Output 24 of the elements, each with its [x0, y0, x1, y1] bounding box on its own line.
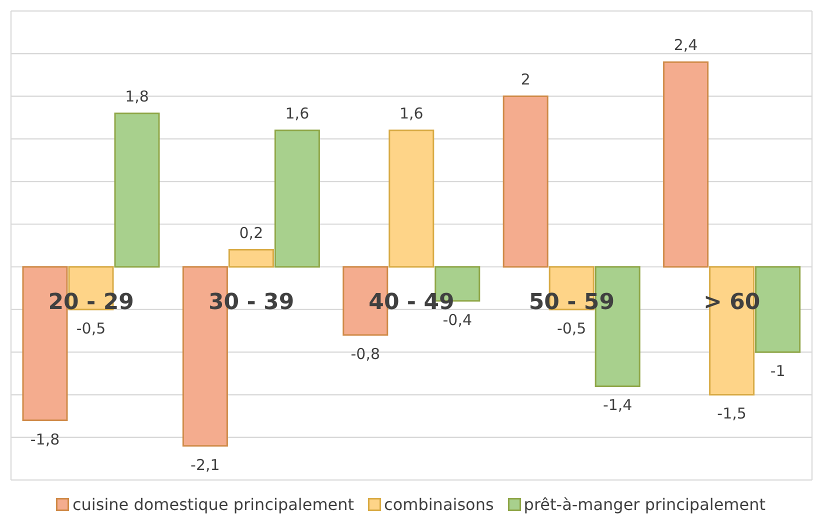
bar [388, 130, 434, 268]
data-label: -2,1 [190, 456, 220, 474]
bar [228, 249, 274, 268]
data-label: -0,8 [350, 345, 380, 364]
data-label: -0,5 [76, 319, 106, 338]
bar [663, 61, 709, 268]
data-label: -0,4 [442, 310, 472, 329]
data-label: 1,8 [125, 87, 149, 106]
bar [502, 96, 548, 268]
bar [274, 130, 320, 268]
legend-label: combinaisons [384, 495, 494, 514]
legend-label: prêt-à-manger principalement [524, 495, 766, 514]
data-label: 1,6 [399, 104, 424, 122]
data-label: 0,2 [239, 224, 264, 242]
data-label: 2 [520, 70, 530, 88]
legend-label: cuisine domestique principalement [72, 495, 354, 514]
data-label: -1 [770, 362, 786, 380]
data-label: -1,8 [30, 430, 60, 448]
bar [114, 112, 160, 268]
data-label: -0,5 [556, 319, 586, 338]
data-label: 2,4 [674, 36, 698, 54]
data-label: -1,4 [602, 396, 632, 414]
data-label: 1,6 [285, 104, 310, 122]
data-label: -1,5 [717, 404, 746, 423]
